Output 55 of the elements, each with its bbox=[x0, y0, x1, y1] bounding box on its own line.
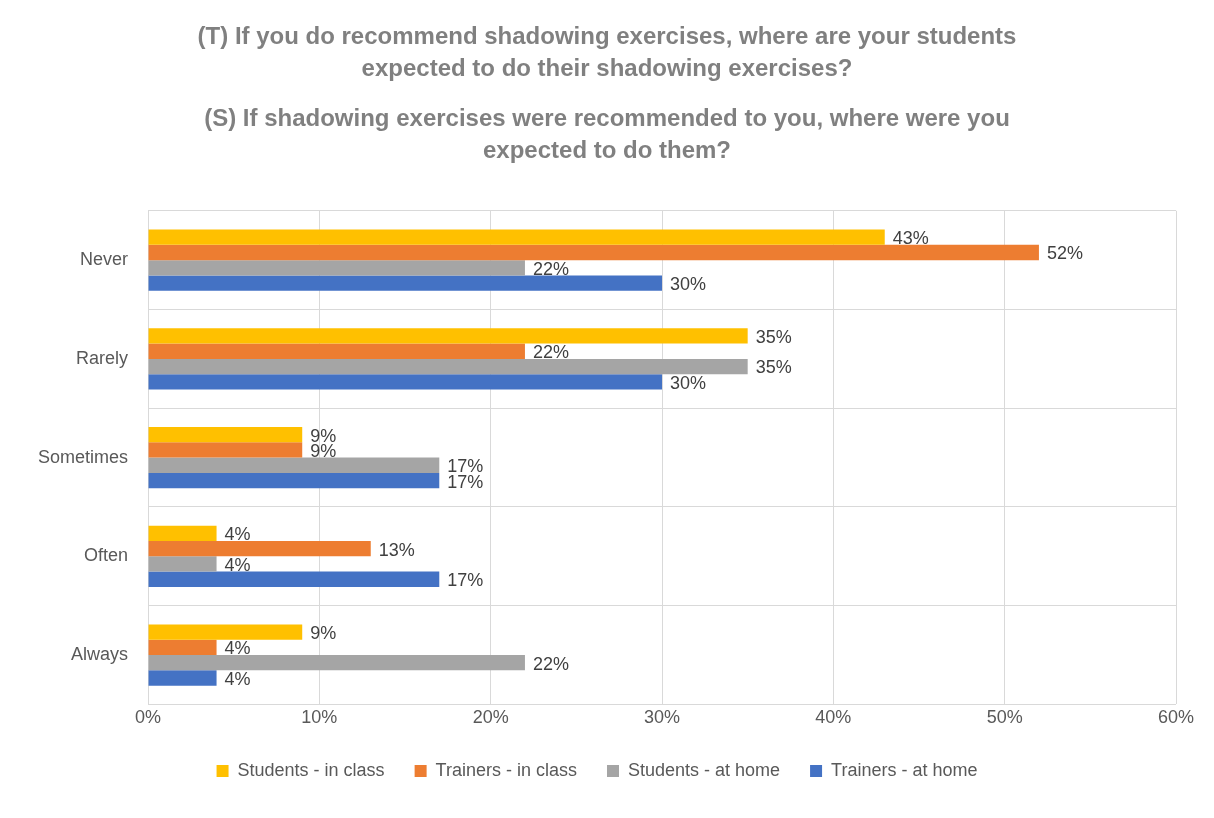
bar bbox=[148, 670, 217, 686]
y-tick-label: Never bbox=[80, 249, 129, 270]
chart-subtitle: (S) If shadowing exercises were recommended to you, where were you expected to do them? bbox=[203, 103, 1011, 165]
data-label: 43% bbox=[892, 228, 929, 249]
data-label: 35% bbox=[755, 357, 792, 378]
legend-label: Trainers - at home bbox=[831, 759, 978, 780]
x-tick-label: 50% bbox=[986, 707, 1023, 728]
bar bbox=[148, 639, 217, 656]
data-label: 22% bbox=[532, 258, 569, 279]
data-label: 30% bbox=[670, 372, 707, 393]
bar bbox=[148, 358, 748, 375]
x-tick-label: 40% bbox=[815, 707, 852, 728]
bar bbox=[148, 571, 440, 587]
chart-title: (T) If you do recommend shadowing exercises, where are your students expected to do their shadowing exercises? bbox=[196, 21, 1018, 83]
data-label: 22% bbox=[532, 342, 569, 363]
data-label: 13% bbox=[378, 539, 415, 560]
bar bbox=[148, 260, 525, 276]
y-tick-label: Rarely bbox=[76, 347, 129, 368]
x-tick-label: 30% bbox=[644, 707, 681, 728]
bar bbox=[148, 275, 663, 291]
legend-label: Trainers - in class bbox=[435, 759, 577, 780]
data-label: 17% bbox=[447, 570, 484, 591]
data-label: 17% bbox=[447, 471, 484, 492]
data-label: 4% bbox=[224, 668, 251, 689]
bar bbox=[148, 427, 303, 443]
bar bbox=[148, 229, 885, 245]
data-label: 4% bbox=[224, 638, 251, 659]
bar bbox=[148, 374, 663, 390]
y-tick-label: Always bbox=[71, 644, 129, 665]
legend-label: Students - at home bbox=[627, 759, 781, 780]
x-tick-label: 20% bbox=[472, 707, 509, 728]
data-label: 9% bbox=[310, 623, 337, 644]
bar bbox=[148, 343, 525, 359]
data-label: 22% bbox=[532, 653, 569, 674]
x-tick-label: 60% bbox=[1157, 707, 1195, 728]
y-tick-label: Sometimes bbox=[38, 446, 129, 467]
data-label: 35% bbox=[755, 326, 792, 347]
bar bbox=[148, 442, 303, 458]
bar bbox=[148, 457, 440, 473]
bar bbox=[148, 624, 303, 640]
bar bbox=[148, 525, 217, 542]
data-label: 4% bbox=[224, 524, 251, 545]
data-label: 30% bbox=[670, 274, 707, 295]
bar bbox=[148, 655, 525, 671]
bar bbox=[148, 472, 440, 489]
legend-label: Students - in class bbox=[237, 759, 385, 780]
x-tick-label: 10% bbox=[301, 707, 338, 728]
bar bbox=[148, 541, 371, 557]
bar bbox=[148, 328, 748, 344]
bar bbox=[148, 244, 1039, 261]
x-tick-label: 0% bbox=[135, 707, 162, 728]
data-label: 52% bbox=[1046, 243, 1083, 264]
data-label: 4% bbox=[224, 554, 251, 575]
y-tick-label: Often bbox=[84, 545, 129, 566]
bar bbox=[148, 556, 217, 572]
